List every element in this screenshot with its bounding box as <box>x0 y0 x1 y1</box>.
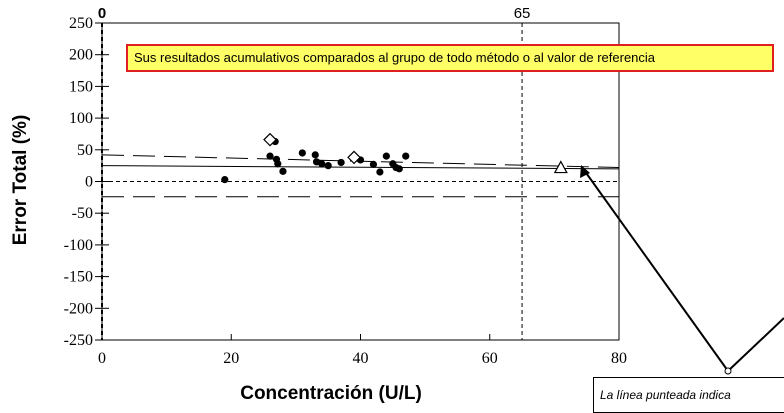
data-point-triangle <box>553 160 568 174</box>
callout-arrow-line <box>583 169 729 372</box>
callout-arrowhead <box>580 165 590 178</box>
data-point-circle <box>274 160 282 168</box>
y-tick-label: 0 <box>85 174 93 191</box>
y-tick-label: 250 <box>69 15 93 32</box>
x-axis-title: Concentración (U/L) <box>240 383 422 404</box>
data-point-circle <box>324 162 332 170</box>
y-tick-label: -150 <box>64 269 93 286</box>
data-point-circle <box>395 165 403 173</box>
data-point-circle <box>337 158 345 167</box>
y-tick-label: -100 <box>64 237 93 254</box>
reference-line-solid <box>101 165 620 170</box>
y-tick-label: 50 <box>77 142 93 159</box>
points-group <box>221 132 568 184</box>
y-tick-label: 200 <box>69 47 93 64</box>
x-tick-label: 80 <box>611 350 627 367</box>
y-tick-label: 100 <box>69 110 93 127</box>
data-point-diamond <box>263 132 277 147</box>
data-point-circle <box>402 152 410 160</box>
y-tick-label: -50 <box>72 205 93 222</box>
data-point-circle <box>279 167 287 175</box>
x-tick-label: 20 <box>223 350 239 367</box>
callout-arrow-line-2 <box>727 317 784 372</box>
arrows-group <box>580 165 784 375</box>
data-point-diamond <box>347 150 361 165</box>
data-point-circle <box>311 151 319 159</box>
data-point-circle <box>266 152 274 160</box>
data-point-circle <box>318 160 326 168</box>
data-point-circle <box>369 160 378 168</box>
data-point-circle <box>298 149 306 157</box>
x-tick-label: 40 <box>353 350 369 367</box>
top-marker-label: 65 <box>514 5 531 22</box>
legend-note: Sus resultados acumulativos comparados a… <box>126 44 774 72</box>
callout-anchor-dot <box>724 367 732 375</box>
y-tick-label: -250 <box>64 332 93 349</box>
data-point-circle <box>221 175 229 184</box>
ticks-group: 250 200 150 100 50 0 -50 -100 -150 -200 -250 0 20 40 6… <box>64 5 627 367</box>
data-point-circle <box>382 152 390 160</box>
y-tick-label: 150 <box>69 78 93 95</box>
data-point-circle <box>376 168 384 176</box>
x-tick-label: 60 <box>482 350 498 367</box>
y-axis-title: Error Total (%) <box>10 115 31 246</box>
callout-note: La línea punteada indica <box>593 377 784 413</box>
y-tick-label: -200 <box>64 300 93 317</box>
top-marker-label: 0 <box>98 5 106 22</box>
x-tick-label: 0 <box>98 350 106 367</box>
